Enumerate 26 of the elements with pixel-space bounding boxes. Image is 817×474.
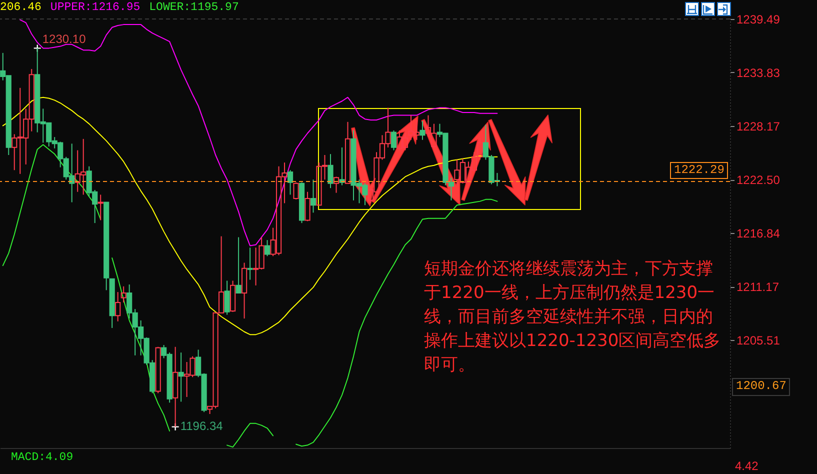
y-tick-label: 1233.83 xyxy=(736,66,780,80)
candlestick xyxy=(120,286,126,303)
candlestick xyxy=(98,194,104,221)
annotation: 短期金价还将继续震荡为主，下方支撑于1220一线，上方压制仍然是1230一线，而目前多空延续性并不强，日内的操作上建议以1220-1230区间高空低多即可。 xyxy=(424,258,722,377)
y-tick-label: 1222.50 xyxy=(736,173,780,188)
text: MACD:4.09 xyxy=(11,451,74,464)
line-series xyxy=(20,19,498,246)
text: LOWER:1195.97 xyxy=(149,1,239,15)
y-tick-label: 1216.84 xyxy=(736,226,780,241)
candlestick xyxy=(247,247,253,280)
candlestick xyxy=(310,179,316,214)
text: 4.42 xyxy=(735,459,758,474)
y-tick-label: 1205.51 xyxy=(736,334,780,348)
annotation: 1196.34 xyxy=(180,418,223,434)
candlestick xyxy=(178,352,184,402)
y-tick-label: 1228.17 xyxy=(736,119,780,134)
text: UPPER:1216.95 xyxy=(50,1,140,15)
candlestick xyxy=(420,120,426,140)
annotation: 1230.10 xyxy=(42,32,86,47)
text: 206.46 xyxy=(0,1,42,15)
text: 1200.67 xyxy=(732,378,790,396)
y-tick-label: 1239.49 xyxy=(736,12,780,26)
candlestick xyxy=(241,262,248,320)
ref-line-label: 1222.29 xyxy=(670,162,728,180)
candlestick xyxy=(115,292,121,322)
y-tick-label: 1211.17 xyxy=(736,280,780,294)
